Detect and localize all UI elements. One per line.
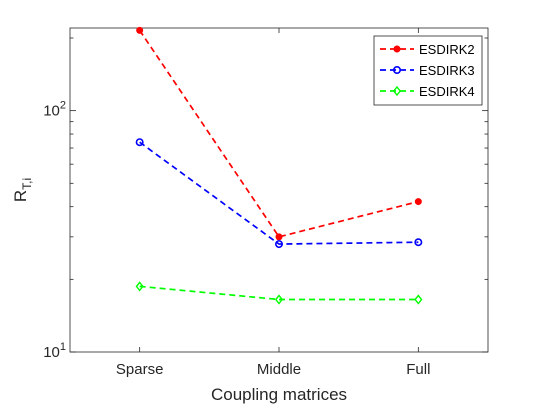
legend-label-esdirk2: ESDIRK2	[419, 42, 475, 57]
legend-marker-esdirk3	[392, 66, 401, 75]
series-line-esdirk2	[138, 29, 419, 238]
legend-label-esdirk4: ESDIRK4	[419, 84, 475, 99]
data-point-esdirk3	[414, 238, 423, 247]
y-tick-exponent: 2	[60, 100, 66, 112]
x-tick-label: Sparse	[116, 361, 164, 378]
data-point-esdirk2	[136, 26, 144, 34]
data-point-esdirk4	[274, 294, 284, 305]
y-tick-base: 10	[43, 344, 60, 361]
y-tick-label: 102	[43, 100, 66, 120]
data-point-esdirk3	[274, 240, 283, 249]
data-point-esdirk2	[275, 233, 283, 241]
x-axis-title: Coupling matrices	[211, 385, 347, 404]
x-tick-label: Full	[406, 361, 430, 378]
y-axis-title-subscript: T,i	[20, 178, 34, 190]
legend-marker-esdirk4	[392, 85, 402, 97]
legend-marker-esdirk2	[393, 45, 401, 53]
legend-label-esdirk3: ESDIRK3	[419, 63, 475, 78]
x-tick-label: Middle	[257, 361, 301, 378]
series-line-esdirk4	[139, 285, 419, 301]
data-point-esdirk3	[135, 138, 144, 147]
data-point-esdirk4	[414, 294, 423, 305]
series-line-esdirk3	[139, 141, 419, 245]
y-tick-exponent: 1	[60, 341, 66, 353]
y-tick-base: 10	[43, 103, 60, 120]
y-axis-title: RT,i	[11, 178, 34, 202]
y-tick-label: 101	[43, 341, 66, 361]
data-point-esdirk2	[414, 198, 422, 206]
data-point-esdirk4	[135, 281, 144, 292]
y-axis-title-main: R	[11, 190, 30, 202]
